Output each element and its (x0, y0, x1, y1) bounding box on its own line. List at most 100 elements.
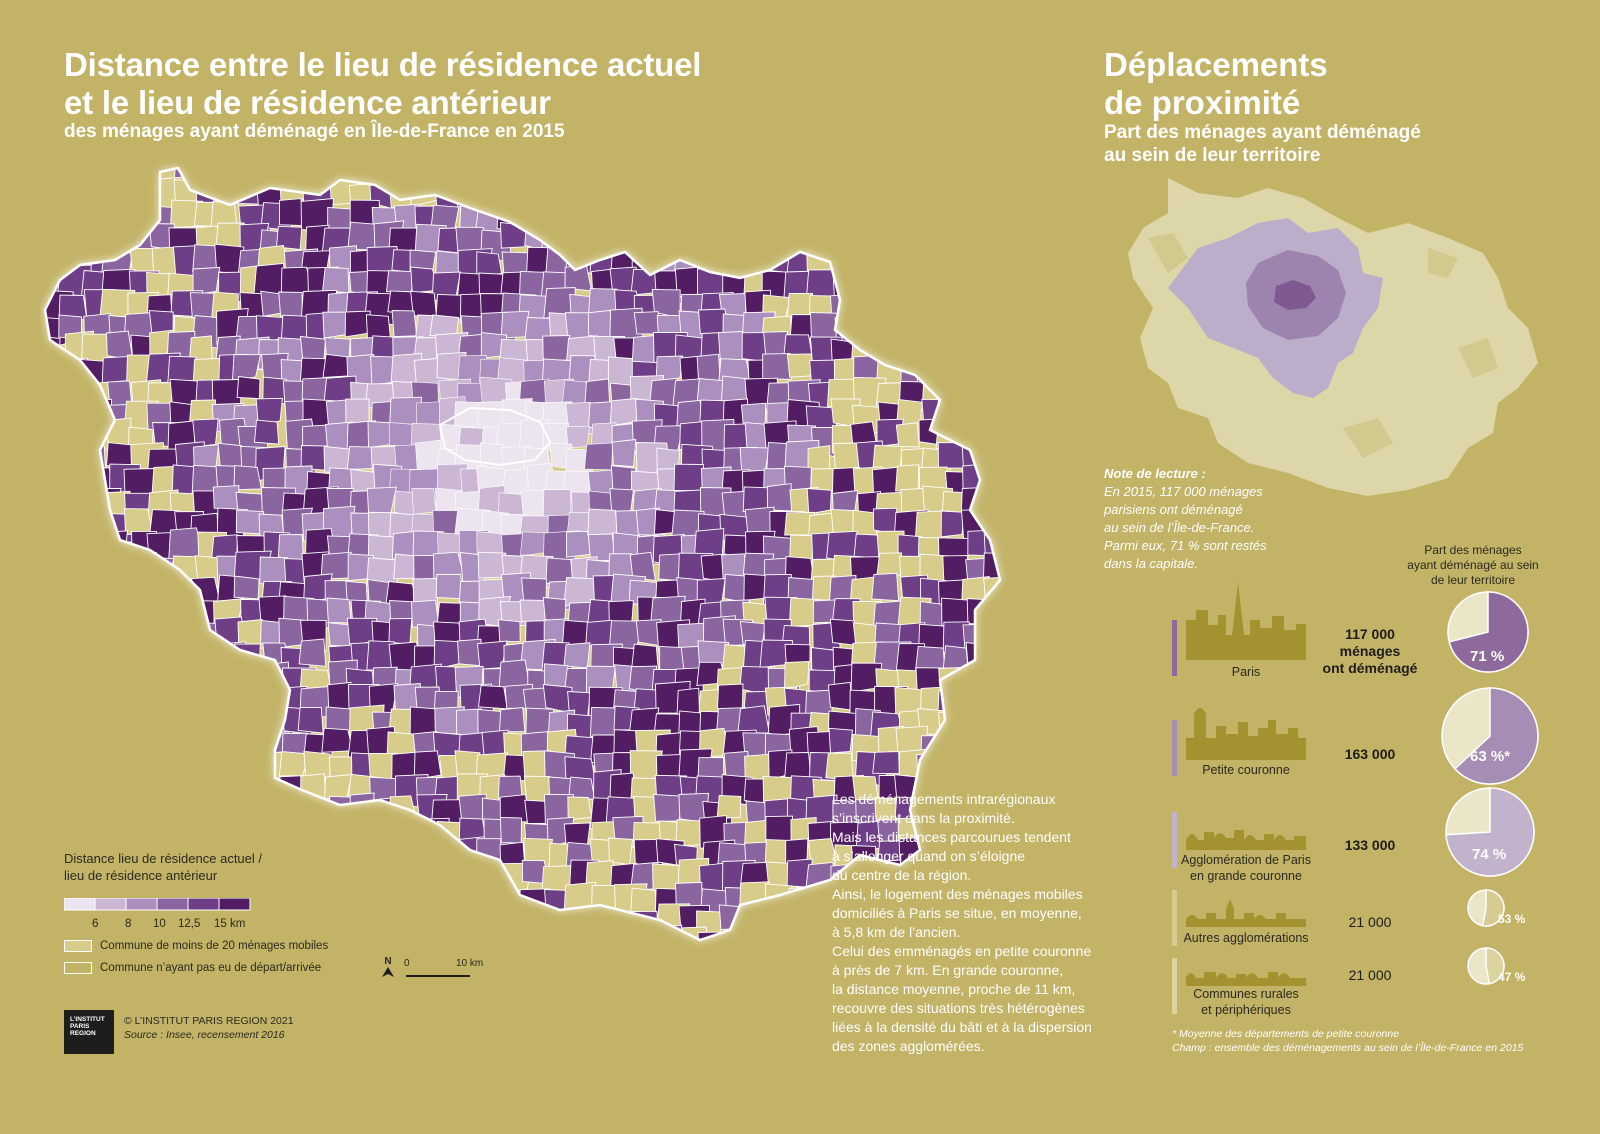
commune-cell (542, 335, 571, 363)
commune-cell (214, 683, 248, 717)
territory-count: 133 000 (1344, 837, 1396, 853)
commune-cell (565, 908, 592, 936)
commune-cell (45, 775, 65, 802)
commune-cell (942, 220, 974, 252)
commune-cell (481, 183, 510, 218)
commune-cell (656, 203, 684, 231)
commune-cell (281, 816, 314, 846)
commune-cell (565, 932, 601, 940)
commune-cell (45, 663, 71, 696)
commune-cell (986, 244, 1000, 277)
commune-cell (985, 686, 1000, 720)
commune-cell (171, 953, 202, 960)
commune-cell (943, 178, 978, 214)
commune-cell (548, 179, 579, 210)
side-title: Déplacements de proximité (1104, 46, 1328, 121)
commune-cell (959, 314, 990, 342)
commune-cell (482, 907, 511, 935)
legend-class-swatch (156, 898, 189, 911)
commune-cell (124, 572, 155, 597)
commune-cell (981, 709, 1000, 744)
commune-cell (56, 754, 90, 784)
commune-cell (716, 794, 742, 820)
commune-cell (45, 508, 73, 541)
north-arrow-icon: N (382, 956, 394, 980)
commune-cell (1012, 471, 1020, 501)
commune-cell (936, 266, 970, 301)
commune-cell (392, 931, 427, 940)
commune-cell (108, 752, 132, 783)
commune-cell (747, 175, 776, 208)
commune-cell (936, 311, 965, 337)
commune-cell (195, 168, 230, 191)
commune-cell (762, 353, 792, 380)
commune-cell (498, 168, 534, 193)
commune-cell (986, 315, 1000, 345)
commune-cell (262, 836, 296, 874)
commune-cell (391, 842, 428, 880)
commune-cell (322, 353, 351, 378)
commune-cell (83, 640, 113, 673)
commune-cell (63, 668, 93, 701)
commune-cell (941, 597, 971, 626)
commune-cell (45, 576, 75, 612)
commune-cell (542, 953, 569, 960)
commune-cell (761, 904, 794, 936)
commune-cell (345, 840, 382, 876)
commune-cell (367, 820, 404, 854)
commune-cell (856, 184, 892, 219)
territory-bar-other (1172, 890, 1177, 946)
commune-cell (475, 168, 505, 186)
commune-cell (898, 202, 927, 230)
commune-cell (126, 168, 158, 190)
rural-skyline-icon (1186, 972, 1306, 986)
commune-cell (828, 727, 853, 754)
commune-cell (238, 750, 264, 780)
commune-cell (348, 858, 378, 891)
commune-cell (319, 168, 348, 183)
commune-cell (195, 777, 225, 807)
commune-cell (455, 906, 488, 940)
commune-cell (349, 954, 376, 960)
commune-cell (413, 930, 446, 940)
commune-cell (826, 225, 859, 256)
legend-few-movers: Commune de moins de 20 ménages mobiles (64, 940, 328, 952)
commune-cell (372, 882, 400, 916)
commune-cell (563, 642, 591, 669)
territory-count: 21 000 (1348, 914, 1392, 930)
commune-cell (873, 313, 911, 347)
commune-cell (875, 335, 904, 364)
legend-class-swatch (218, 898, 251, 911)
commune-cell (502, 184, 535, 216)
commune-cell (59, 531, 90, 561)
commune-cell (126, 753, 159, 785)
commune-cell (605, 199, 633, 229)
commune-cell (414, 908, 445, 937)
commune-cell (1008, 665, 1020, 694)
commune-cell (980, 204, 1000, 231)
commune-cell (45, 378, 65, 403)
commune-cell (609, 488, 635, 513)
commune-cell (1006, 710, 1020, 741)
side-subtitle: Part des ménages ayant déménagé au sein … (1104, 122, 1421, 166)
commune-cell (128, 181, 162, 214)
commune-cell (214, 665, 249, 700)
commune-cell (167, 641, 205, 673)
commune-cell (121, 820, 156, 854)
commune-cell (87, 200, 124, 236)
commune-cell (605, 910, 638, 939)
commune-cell (746, 953, 777, 960)
commune-cell (452, 932, 484, 940)
commune-cell (107, 665, 141, 695)
commune-cell (105, 641, 139, 678)
commune-cell (192, 266, 221, 296)
commune-cell (967, 168, 997, 190)
commune-cell (895, 168, 928, 193)
commune-cell (148, 643, 177, 674)
commune-cell (349, 792, 375, 823)
commune-cell (435, 887, 461, 915)
commune-cell (109, 176, 141, 212)
commune-cell (764, 185, 799, 216)
commune-cell (459, 866, 494, 901)
commune-cell (325, 840, 354, 869)
